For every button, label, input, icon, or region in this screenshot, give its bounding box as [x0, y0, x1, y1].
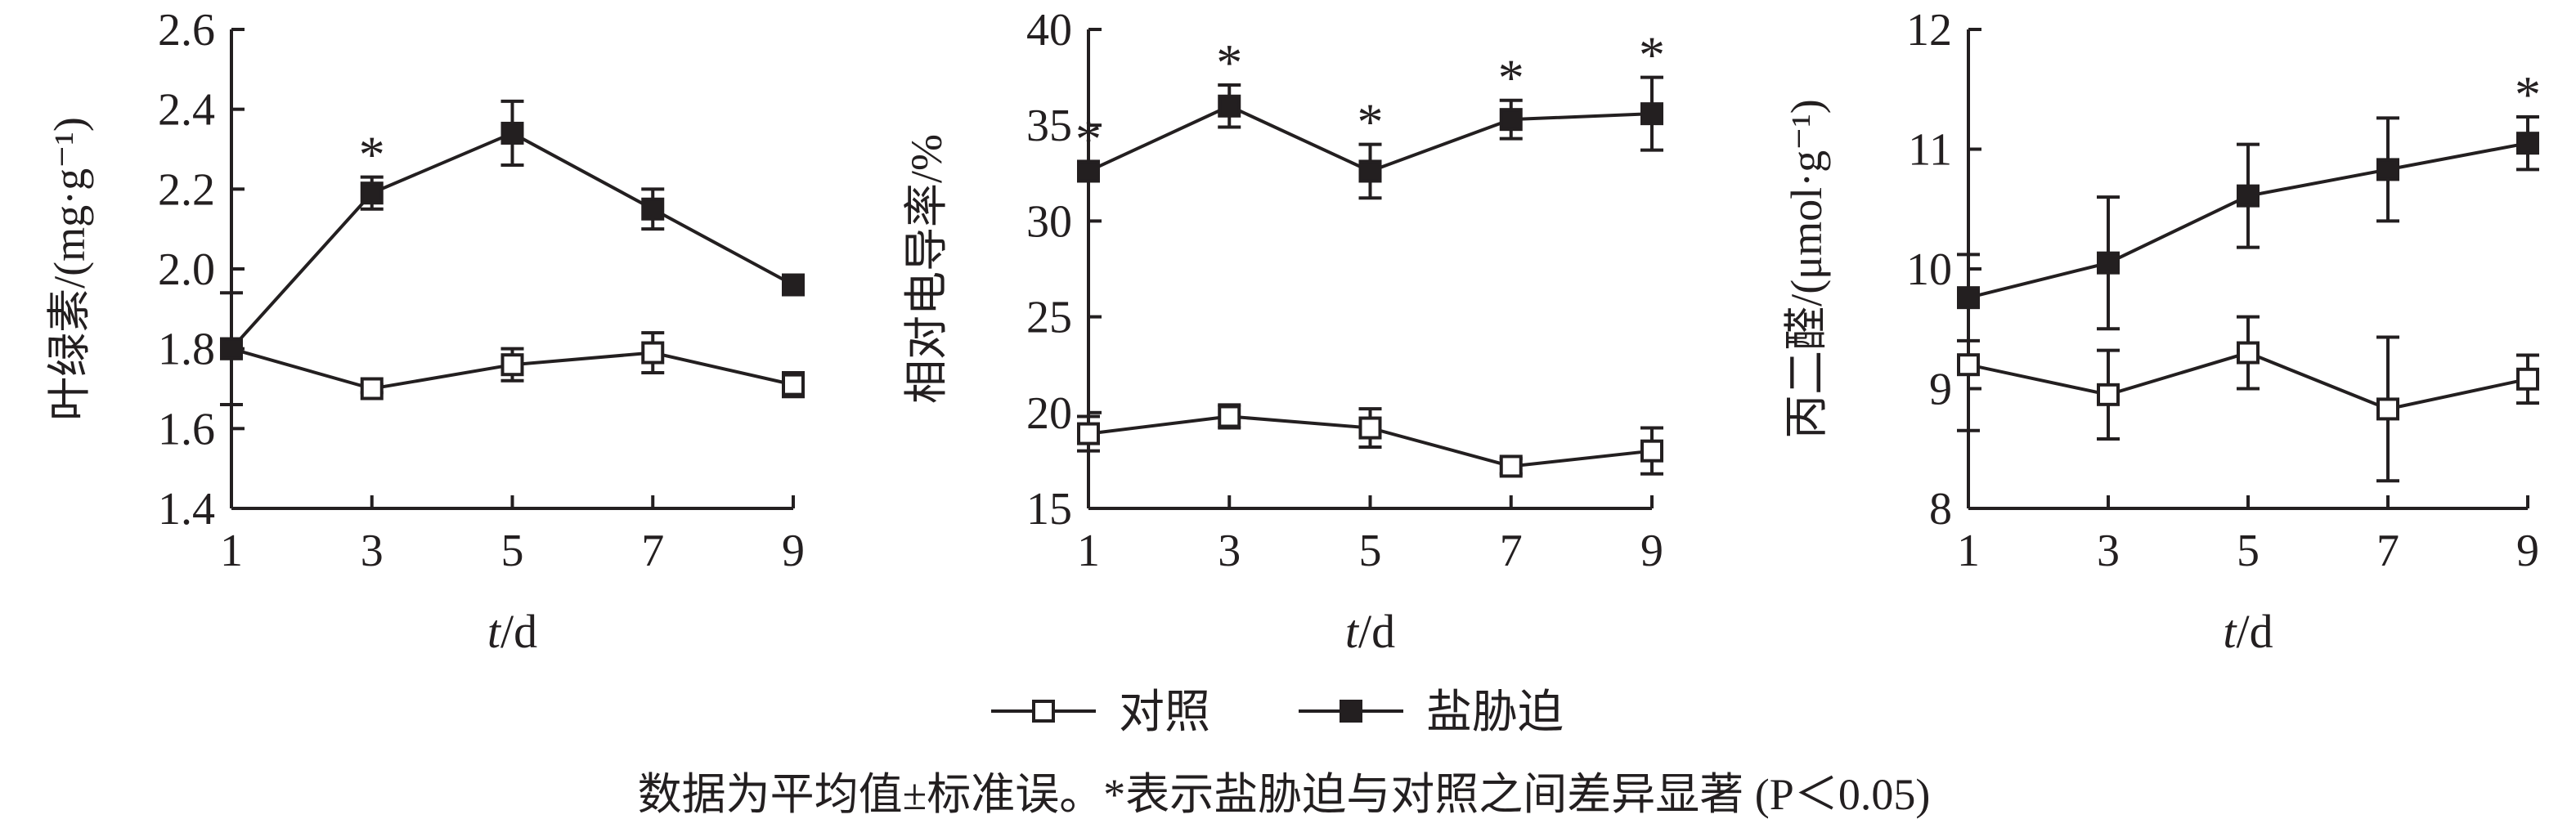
data-point	[1077, 422, 1100, 445]
series-control	[220, 291, 805, 407]
x-tick-label: 9	[2516, 526, 2539, 576]
data-point	[1640, 439, 1663, 463]
y-tick-label: 2.4	[158, 85, 215, 136]
legend-control-marker	[1032, 700, 1055, 723]
data-point	[220, 337, 243, 360]
x-tick-label: 1	[1957, 526, 1980, 576]
chart-panel-1: 1.4 1.6 1.8 2.0 2.2 2.4 2.6 1 3 5 7 9 t/d 叶绿素/(mg·g⁻¹…	[45, 5, 805, 658]
data-point	[1957, 353, 1980, 377]
x-axis-label: t/d	[1345, 605, 1395, 658]
series-salt	[220, 99, 805, 360]
x-tick-label: 7	[2376, 526, 2399, 576]
chart-panels: 1.41.61.82.02.22.42.61 3 5 7 9t/d叶绿素/(mg·g⁻¹…	[45, 5, 2541, 658]
data-point	[1499, 454, 1523, 478]
y-tick-label: 2.6	[158, 5, 215, 56]
data-point	[2516, 132, 2539, 155]
y-tick-label: 15	[1026, 484, 1072, 535]
data-point	[360, 181, 384, 205]
data-point	[2097, 383, 2120, 406]
y-axis-label: 叶绿素/(mg·g⁻¹)	[45, 117, 94, 421]
x-tick-label: 5	[1359, 526, 1382, 576]
series-salt	[1077, 75, 1663, 200]
data-point	[1218, 405, 1241, 428]
data-point	[641, 341, 665, 365]
legend-salt-label: 盐胁迫	[1426, 687, 1564, 738]
x-tick-label: 1	[220, 526, 243, 576]
y-axis-label: 相对电导率/%	[902, 134, 951, 404]
legend-salt-marker	[1340, 700, 1362, 723]
legend: 对照 盐胁迫	[991, 687, 1564, 738]
significance-asterisk: *	[2515, 65, 2541, 123]
data-point	[500, 353, 524, 377]
y-tick-label: 25	[1026, 293, 1072, 343]
data-point	[1640, 102, 1663, 126]
significance-asterisk: *	[1498, 49, 1524, 107]
x-tick-label: 3	[2097, 526, 2120, 576]
significance-asterisk: *	[1075, 110, 1102, 168]
y-tick-label: 1.4	[158, 484, 215, 535]
x-tick-label: 7	[1500, 526, 1523, 576]
x-tick-label: 3	[361, 526, 384, 576]
x-tick-label: 5	[2237, 526, 2260, 576]
y-tick-label: 1.6	[158, 404, 215, 454]
data-point	[1957, 286, 1980, 310]
significance-asterisk: *	[359, 126, 385, 184]
y-tick-label: 35	[1026, 101, 1072, 151]
y-tick-label: 2.2	[158, 164, 215, 215]
x-tick-label: 5	[501, 526, 524, 576]
y-tick-label: 11	[1908, 125, 1952, 176]
data-point	[1358, 159, 1382, 183]
data-point	[2376, 397, 2399, 421]
significance-asterisk: *	[1358, 93, 1384, 151]
figure-caption: 数据为平均值±标准误。*表示盐胁迫与对照之间差异显著 (P＜0.05)	[638, 770, 1931, 819]
data-point	[782, 373, 805, 396]
data-point	[1077, 159, 1100, 183]
y-tick-label: 8	[1929, 484, 1952, 535]
series-salt	[1957, 114, 2539, 342]
data-point	[1218, 94, 1241, 118]
x-tick-label: 7	[641, 526, 664, 576]
data-point	[1358, 416, 1382, 440]
series-control	[1957, 297, 2539, 483]
y-tick-label: 12	[1906, 5, 1952, 56]
x-axis-label: t/d	[487, 605, 537, 658]
significance-asterisk: *	[1216, 34, 1242, 92]
y-axis-label: 丙二醛/(μmol·g⁻¹)	[1782, 99, 1831, 439]
series-control	[1077, 403, 1663, 478]
x-tick-label: 3	[1218, 526, 1241, 576]
data-point	[500, 121, 524, 145]
y-tick-label: 9	[1929, 365, 1952, 415]
y-tick-label: 30	[1026, 196, 1072, 247]
y-tick-label: 40	[1026, 5, 1072, 56]
data-point	[782, 273, 805, 297]
data-point	[2237, 184, 2260, 208]
y-tick-label: 10	[1906, 244, 1952, 295]
y-tick-label: 20	[1026, 388, 1072, 439]
y-tick-label: 2.0	[158, 244, 215, 295]
data-point	[2237, 341, 2260, 365]
significance-asterisk: *	[1639, 26, 1665, 84]
data-point	[2516, 367, 2539, 391]
x-tick-label: 1	[1077, 526, 1100, 576]
data-point	[641, 197, 665, 221]
x-axis-label: t/d	[2223, 605, 2273, 658]
data-point	[2097, 251, 2120, 275]
x-tick-label: 9	[782, 526, 805, 576]
x-tick-label: 9	[1640, 526, 1663, 576]
y-tick-label: 1.8	[158, 324, 215, 375]
data-point	[2376, 158, 2399, 181]
data-point	[360, 377, 384, 401]
data-point	[1499, 108, 1523, 132]
legend-control-label: 对照	[1119, 687, 1210, 738]
